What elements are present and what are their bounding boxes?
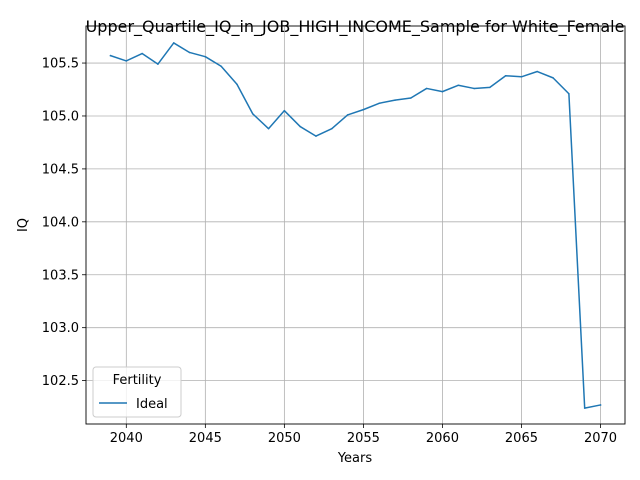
x-tick-label: 2060 [426, 431, 459, 446]
data-point [504, 75, 507, 77]
data-point [299, 125, 301, 128]
plot-frame [85, 25, 626, 425]
series-lines [109, 42, 602, 409]
data-point [362, 108, 365, 111]
data-point [157, 63, 159, 65]
y-tick-label: 104.5 [42, 162, 79, 177]
x-axis-ticks: 2040 2045 2050 2055 2060 2065 2070 [110, 424, 617, 446]
data-point [125, 60, 128, 62]
data-point [252, 113, 254, 115]
legend-title: Fertility [113, 373, 162, 388]
data-point [220, 65, 222, 67]
data-point [109, 54, 112, 57]
data-point [172, 42, 175, 44]
data-point [457, 84, 459, 87]
x-axis-label: Years [337, 451, 373, 466]
y-tick-label: 103.5 [42, 268, 79, 283]
data-point [520, 76, 523, 78]
x-tick-label: 2065 [505, 431, 538, 446]
y-tick-label: 103.0 [42, 321, 79, 336]
data-point [346, 114, 349, 116]
data-point [536, 70, 539, 73]
data-point [425, 87, 428, 90]
y-tick-label: 105.0 [42, 109, 79, 124]
x-tick-label: 2040 [110, 431, 143, 446]
data-point [410, 97, 412, 99]
data-point [568, 92, 570, 95]
data-point [141, 52, 143, 55]
data-point [441, 90, 444, 93]
data-point [236, 83, 238, 85]
data-point [599, 404, 602, 406]
x-tick-label: 2070 [584, 431, 617, 446]
series-line [109, 42, 602, 409]
y-tick-label: 105.5 [42, 57, 79, 72]
chart-title: Upper_Quartile_IQ_in_JOB_HIGH_INCOME_Sam… [86, 17, 625, 37]
legend-box [92, 366, 182, 418]
x-tick-label: 2050 [268, 431, 301, 446]
y-axis-ticks: 102.5 103.0 103.5 104.0 104.5 105.0 105.5 [42, 57, 86, 389]
data-point [267, 127, 270, 130]
y-axis-label: IQ [16, 218, 31, 232]
y-tick-label: 104.0 [42, 215, 79, 230]
y-tick-label: 102.5 [42, 374, 79, 389]
data-point [188, 51, 191, 54]
data-point [204, 55, 207, 58]
data-point [394, 99, 396, 101]
x-tick-label: 2045 [189, 431, 222, 446]
data-point [489, 86, 491, 89]
data-point [583, 407, 586, 409]
data-point [378, 102, 380, 105]
legend: Fertility Ideal [92, 366, 182, 418]
data-point [283, 109, 286, 112]
data-point [552, 77, 554, 79]
data-point [473, 87, 475, 90]
x-tick-label: 2055 [347, 431, 380, 446]
data-point [315, 135, 317, 137]
data-point [331, 127, 333, 130]
legend-entry-label: Ideal [136, 397, 168, 412]
